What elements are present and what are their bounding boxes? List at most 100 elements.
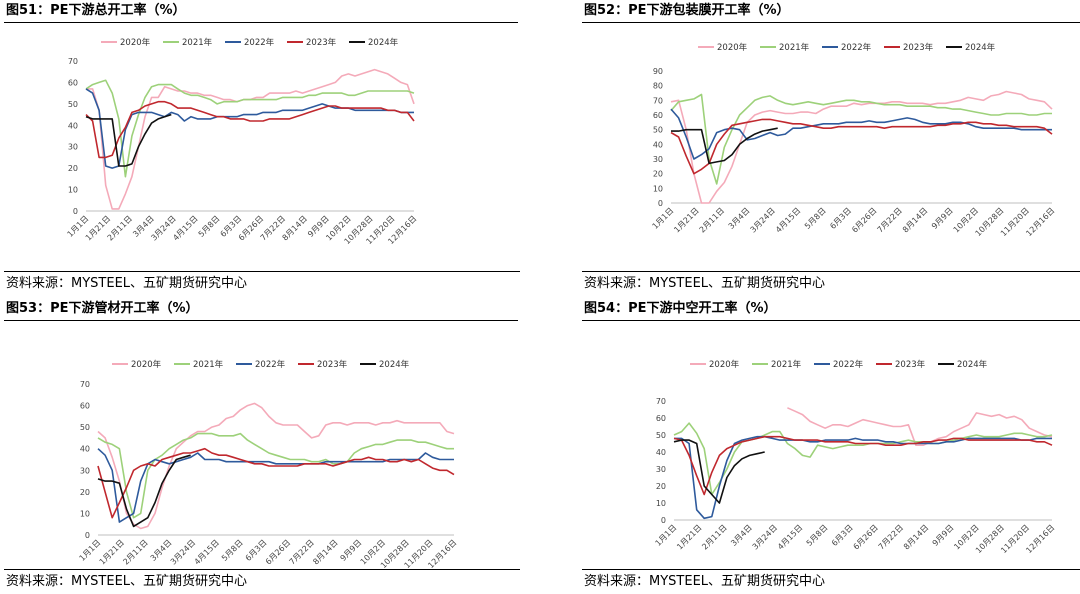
x-tick-label: 3月24日 [169,538,197,566]
x-tick-label: 5月8日 [220,538,245,563]
chart-title: 图54：PE下游中空开工率（%） [582,298,1080,321]
x-tick-label: 9月9日 [930,206,955,231]
chart-panel-pe-pipe: 图53：PE下游管材开工率（%） 0 10 20 30 40 50 60 70 1月1日 1月21… [4,298,520,589]
y-tick-label: 50 [68,100,78,109]
x-tick-label: 2月11日 [700,523,728,551]
y-tick-label: 20 [68,164,78,173]
legend-label: 2020年 [131,359,162,370]
y-tick-label: 0 [661,516,666,525]
y-tick-label: 40 [656,448,666,457]
legend-label: 2022年 [255,359,286,370]
legend-label: 2023年 [317,359,348,370]
x-tick-label: 3月4日 [727,206,752,231]
chart-source: 资料来源：MYSTEEL、五矿期货研究中心 [4,271,520,296]
series-line [670,108,1052,160]
x-tick-label: 8月14日 [901,206,929,234]
series-line [670,93,1052,185]
y-tick-label: 40 [653,140,663,149]
chart-title: 图51：PE下游总开工率（%） [4,0,518,23]
chart-source: 资料来源：MYSTEEL、五矿期货研究中心 [582,569,1080,594]
x-tick-label: 4月15日 [774,206,802,234]
legend-label: 2024年 [957,359,988,370]
x-tick-label: 1月1日 [654,523,679,548]
legend-label: 2022年 [833,359,864,370]
x-tick-label: 6月26日 [264,538,292,566]
series-line [673,435,1053,496]
y-tick-label: 10 [656,499,666,508]
y-tick-label: 20 [656,482,666,491]
x-tick-label: 3月4日 [729,523,754,548]
legend-label: 2020年 [717,42,748,53]
x-tick-label: 5月8日 [803,206,828,231]
y-tick-label: 60 [653,111,663,120]
x-tick-label: 1月1日 [651,206,676,231]
y-tick-label: 50 [653,126,663,135]
line-chart: 0102030405060701月1日1月21日2月11日3月4日3月24日4月… [78,359,459,569]
x-tick-label: 5月8日 [805,523,830,548]
series-line [673,439,765,504]
x-tick-label: 6月26日 [850,206,878,234]
x-tick-label: 6月3日 [830,523,855,548]
y-tick-label: 80 [653,82,663,91]
chart-source: 资料来源：MYSTEEL、五矿期货研究中心 [4,569,520,594]
chart-source: 资料来源：MYSTEEL、五矿期货研究中心 [582,271,1080,296]
x-tick-label: 1月21日 [672,206,700,234]
y-tick-label: 30 [80,466,90,475]
y-tick-label: 40 [68,121,78,130]
series-line [97,448,454,523]
x-tick-label: 7月22日 [288,538,316,566]
y-tick-label: 0 [73,207,78,216]
x-tick-label: 2月11日 [698,206,726,234]
chart-panel-pe-hollow: 图54：PE下游中空开工率（%） 0 10 20 30 40 50 60 70 1月1日 1月21… [582,298,1080,589]
x-tick-label: 6月3日 [828,206,853,231]
line-chart: 0102030405060701月1日1月21日2月11日3月4日3月24日4月… [66,37,419,246]
y-tick-label: 30 [656,465,666,474]
legend-label: 2020年 [709,359,740,370]
x-tick-label: 2月11日 [121,538,149,566]
x-tick-label: 1月21日 [675,523,703,551]
y-tick-label: 30 [68,143,78,152]
series-line [670,90,1053,204]
chart-panel-pe-packaging-film: 图52：PE下游包装膜开工率（%） 0 10 20 30 40 50 60 70 80 90 1月1… [582,0,1080,291]
series-line [670,118,1053,175]
series-line [97,454,191,528]
y-tick-label: 0 [658,199,663,208]
y-tick-label: 70 [653,96,663,105]
legend-label: 2020年 [120,37,151,48]
series-line [85,113,172,167]
chart-panel-pe-total: 图51：PE下游总开工率（%） 0 10 20 30 40 50 60 70 1月1日 1月21日… [4,0,520,291]
legend-label: 2023年 [895,359,926,370]
chart-title: 图52：PE下游包装膜开工率（%） [582,0,1080,23]
y-tick-label: 20 [653,170,663,179]
x-tick-label: 7月22日 [876,206,904,234]
legend-label: 2021年 [771,359,802,370]
chart-title: 图53：PE下游管材开工率（%） [4,298,518,321]
series-line [787,407,1053,446]
x-tick-label: 3月24日 [751,523,779,551]
y-tick-label: 60 [80,402,90,411]
y-tick-label: 50 [80,423,90,432]
series-line [86,68,415,210]
series-line [85,100,415,159]
legend-label: 2023年 [306,37,337,48]
x-tick-label: 8月14日 [311,538,339,566]
series-line [674,435,1052,520]
legend-label: 2021年 [182,37,213,48]
legend-label: 2022年 [841,42,872,53]
y-tick-label: 10 [653,184,663,193]
legend-label: 2022年 [244,37,275,48]
legend-label: 2021年 [193,359,224,370]
series-line [97,402,455,530]
y-tick-label: 0 [85,531,90,540]
y-tick-label: 70 [656,397,666,406]
x-tick-label: 4月15日 [193,538,221,566]
series-line [671,127,778,165]
y-tick-label: 10 [68,186,78,195]
y-tick-label: 70 [80,380,90,389]
y-tick-label: 20 [80,488,90,497]
x-tick-label: 5月8日 [197,214,222,239]
y-tick-label: 50 [656,431,666,440]
y-tick-label: 40 [80,445,90,454]
